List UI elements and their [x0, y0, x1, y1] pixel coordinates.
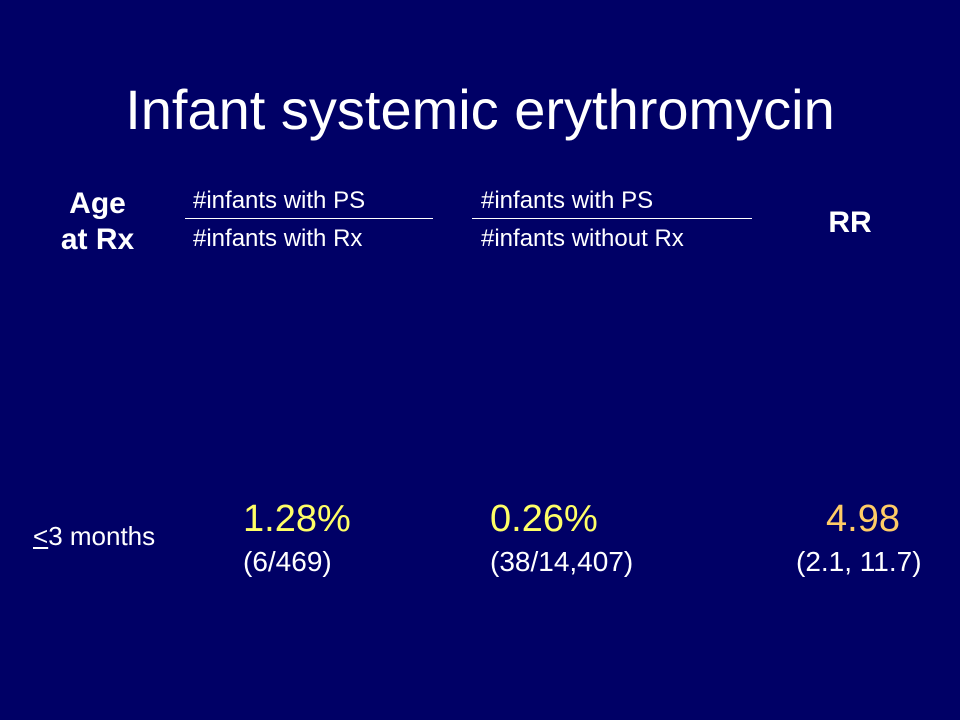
- rr-value: 4.98: [826, 498, 900, 540]
- less-equal-symbol: <: [33, 521, 49, 551]
- exposed-denominator: #infants with Rx: [193, 225, 363, 252]
- exposed-numerator: #infants with PS: [185, 186, 433, 219]
- unexposed-fraction-header: #infants with PS #infants without Rx: [472, 186, 752, 254]
- slide-title: Infant systemic erythromycin: [125, 78, 835, 141]
- age-header-line2: at Rx: [60, 223, 135, 256]
- age-header-line1: Age: [69, 187, 126, 220]
- age-header: Age at Rx: [40, 186, 155, 258]
- rr-confidence-interval: (2.1, 11.7): [796, 546, 922, 577]
- unexposed-count: (38/14,407): [490, 546, 634, 577]
- exposed-percent: 1.28%: [243, 498, 351, 540]
- unexposed-numerator: #infants with PS: [472, 186, 752, 219]
- row-age-label: <3 months: [33, 520, 155, 552]
- row-age-text: 3 months: [48, 521, 156, 551]
- exposed-fraction-header: #infants with PS #infants with Rx: [185, 186, 433, 254]
- unexposed-denominator: #infants without Rx: [481, 225, 684, 252]
- unexposed-percent: 0.26%: [490, 498, 598, 540]
- exposed-count: (6/469): [243, 546, 332, 577]
- rr-header: RR: [828, 206, 872, 239]
